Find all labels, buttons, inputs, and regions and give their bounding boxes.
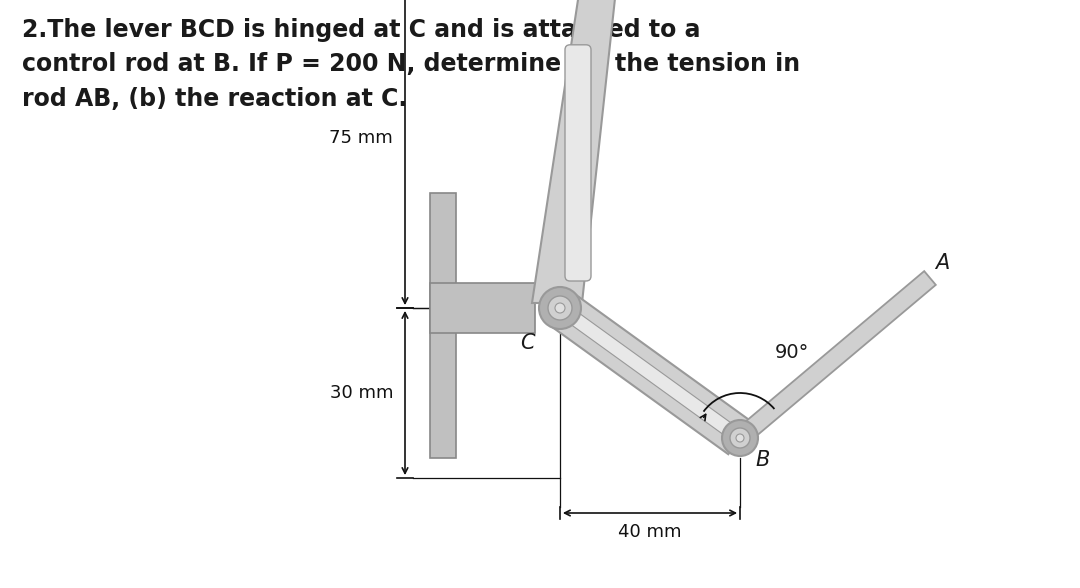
Polygon shape [570, 313, 734, 437]
Text: C: C [521, 333, 535, 353]
Text: 2.The lever BCD is hinged at C and is attached to a
control rod at B. If P = 200: 2.The lever BCD is hinged at C and is at… [22, 18, 799, 111]
Text: 30 mm: 30 mm [329, 384, 393, 402]
Bar [430, 283, 535, 333]
Polygon shape [734, 271, 935, 445]
Polygon shape [532, 0, 617, 303]
Circle shape [539, 287, 581, 329]
Text: 90°: 90° [775, 343, 809, 362]
Text: 40 mm: 40 mm [618, 523, 681, 541]
Text: B: B [755, 450, 769, 470]
FancyBboxPatch shape [565, 45, 591, 281]
Circle shape [555, 303, 565, 313]
Circle shape [723, 420, 758, 456]
Circle shape [735, 434, 744, 442]
Text: 75 mm: 75 mm [329, 129, 393, 147]
Circle shape [548, 296, 572, 320]
Circle shape [730, 428, 750, 448]
Bar [430, 193, 456, 458]
Polygon shape [549, 292, 752, 454]
Text: A: A [935, 253, 949, 273]
